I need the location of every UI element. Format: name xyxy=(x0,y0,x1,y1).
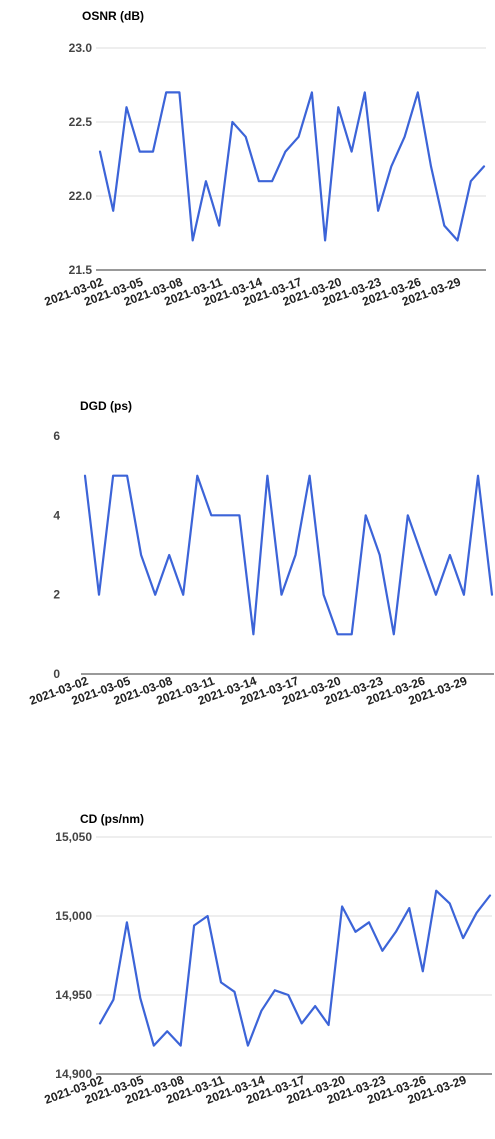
y-tick-label: 4 xyxy=(53,508,60,522)
y-tick-label: 0 xyxy=(53,667,60,681)
chart-title: DGD (ps) xyxy=(80,399,132,413)
y-tick-label: 14,900 xyxy=(55,1067,92,1081)
y-tick-label: 22.0 xyxy=(69,189,93,203)
y-tick-label: 15,050 xyxy=(55,830,92,844)
chart-panel-2: DGD (ps)64202021-03-022021-03-052021-03-… xyxy=(28,399,494,708)
y-tick-label: 21.5 xyxy=(69,263,93,277)
y-tick-label: 14,950 xyxy=(55,988,92,1002)
chart-panel-3: CD (ps/nm)15,05015,00014,95014,9002021-0… xyxy=(43,812,492,1107)
series-line xyxy=(98,91,486,242)
chart-panel-1: OSNR (dB)23.022.522.021.52021-03-022021-… xyxy=(43,9,486,309)
y-tick-label: 15,000 xyxy=(55,909,92,923)
series-line xyxy=(83,474,494,636)
chart-title: CD (ps/nm) xyxy=(80,812,144,826)
y-tick-label: 2 xyxy=(53,588,60,602)
series-line xyxy=(98,889,492,1047)
y-tick-label: 6 xyxy=(53,429,60,443)
chart-title: OSNR (dB) xyxy=(82,9,144,23)
y-tick-label: 23.0 xyxy=(69,41,93,55)
y-tick-label: 22.5 xyxy=(69,115,93,129)
